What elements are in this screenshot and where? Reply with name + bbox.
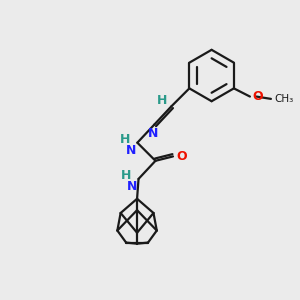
Text: H: H (121, 169, 131, 182)
Text: O: O (253, 90, 263, 103)
Text: O: O (176, 150, 187, 163)
Text: N: N (127, 180, 137, 194)
Text: N: N (125, 144, 136, 157)
Text: H: H (157, 94, 167, 106)
Text: H: H (120, 133, 130, 146)
Text: CH₃: CH₃ (274, 94, 294, 104)
Text: N: N (148, 127, 158, 140)
